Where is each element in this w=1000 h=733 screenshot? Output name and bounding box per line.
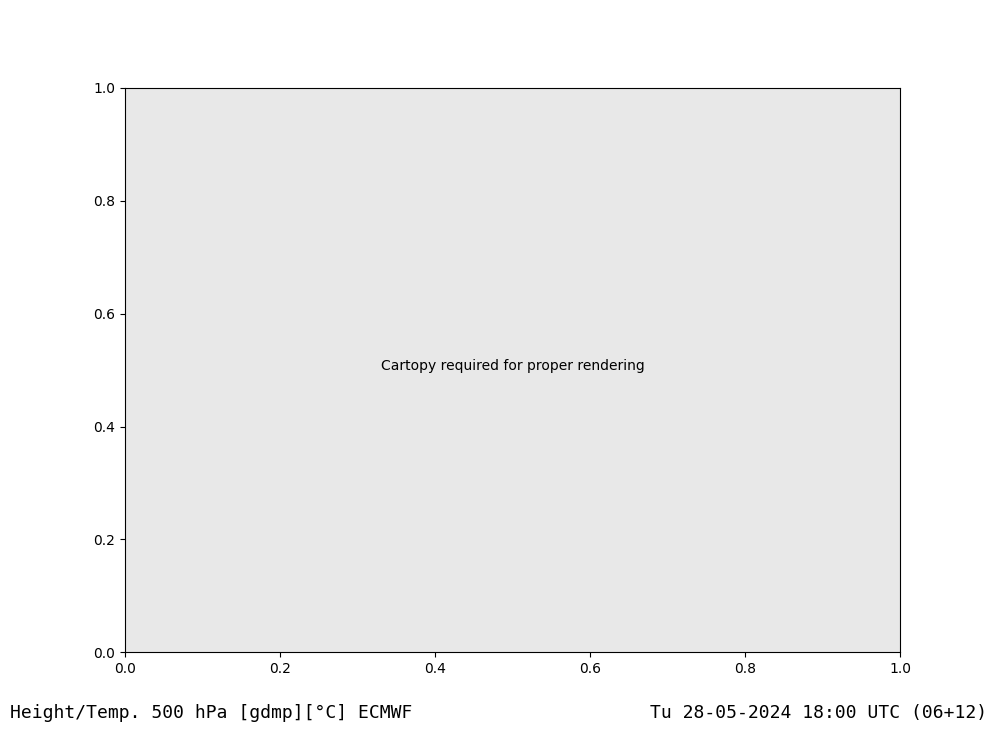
Text: Cartopy required for proper rendering: Cartopy required for proper rendering <box>381 359 644 373</box>
Text: Tu 28-05-2024 18:00 UTC (06+12): Tu 28-05-2024 18:00 UTC (06+12) <box>650 704 987 722</box>
Text: Height/Temp. 500 hPa [gdmp][°C] ECMWF: Height/Temp. 500 hPa [gdmp][°C] ECMWF <box>10 704 412 722</box>
